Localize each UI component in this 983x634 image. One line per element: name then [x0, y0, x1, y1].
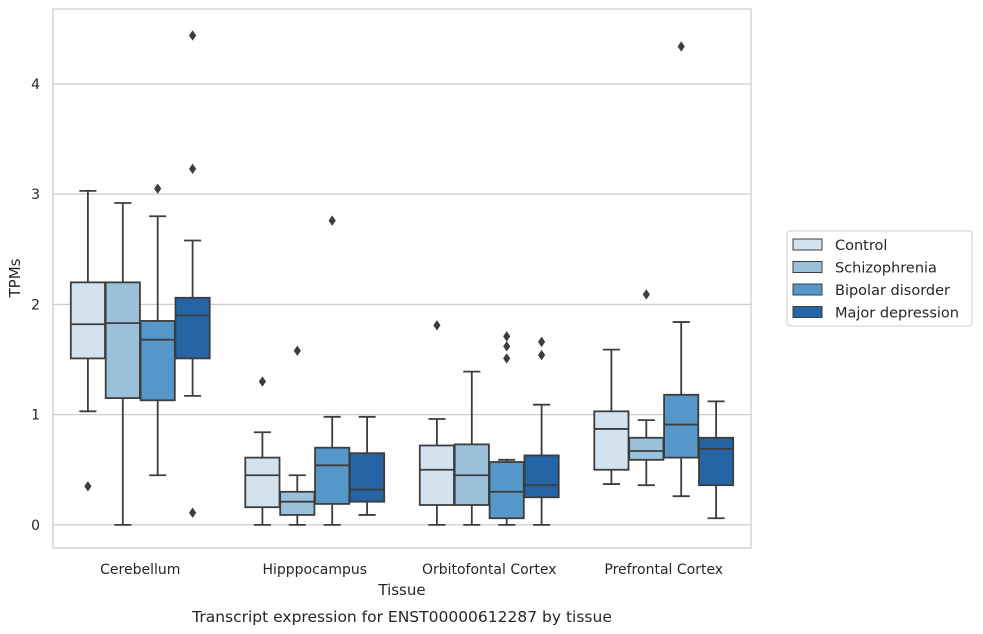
legend: Control Schizophrenia Bipolar disorder Majo…: [786, 230, 973, 327]
legend-label: Schizophrenia: [835, 261, 937, 277]
outlier-point: [677, 41, 685, 52]
box-groups: [69, 30, 735, 526]
outlier-point: [503, 341, 511, 352]
x-tick-labels: Cerebellum Hipppocampus Orbitofontal Corte…: [100, 562, 723, 578]
box-body: [139, 320, 176, 402]
box-body: [593, 410, 630, 471]
legend-swatch: [792, 306, 823, 318]
box-body: [174, 296, 211, 360]
outlier-point: [642, 289, 650, 300]
legend-swatch: [792, 238, 823, 251]
outlier-point: [503, 331, 511, 342]
outlier-point: [293, 345, 301, 356]
box-body: [663, 393, 700, 459]
y-tick-label: 4: [31, 77, 40, 93]
outlier-point: [189, 163, 197, 175]
y-tick-label: 2: [31, 297, 40, 313]
chart-caption: Transcript expression for ENST0000061228…: [191, 608, 612, 626]
box-body: [698, 436, 735, 487]
legend-items: Control Schizophrenia Bipolar disorder Majo…: [792, 238, 959, 322]
box-major-depression: [523, 336, 560, 526]
box-schizophrenia: [104, 202, 141, 526]
x-tick-label: Prefrontal Cortex: [604, 562, 723, 578]
box-body: [279, 490, 316, 516]
box-control: [593, 348, 630, 485]
box-body: [628, 436, 665, 461]
box-schizophrenia: [453, 370, 490, 526]
legend-frame: [786, 230, 973, 327]
x-tick-label: Orbitofontal Cortex: [422, 562, 557, 578]
y-tick-label: 1: [31, 408, 40, 424]
outlier-point: [538, 336, 546, 348]
y-axis-label: TPMs: [6, 258, 24, 298]
legend-label: Bipolar disorder: [835, 283, 950, 299]
box-body: [349, 452, 386, 503]
outlier-point: [189, 30, 197, 41]
box-schizophrenia: [279, 345, 316, 526]
plot-frame: [52, 8, 752, 549]
box-control: [69, 189, 106, 492]
outlier-point: [328, 215, 336, 226]
box-schizophrenia: [628, 289, 665, 487]
outlier-point: [258, 376, 266, 387]
legend-label: Major depression: [835, 306, 959, 322]
y-tick-labels: 0 1 2 3 4: [31, 77, 40, 534]
gridlines: [53, 83, 751, 526]
legend-swatch: [792, 283, 823, 296]
outlier-point: [189, 507, 197, 518]
x-tick-label: Cerebellum: [100, 562, 180, 578]
legend-swatch: [792, 261, 823, 273]
box-body: [69, 281, 106, 360]
box-major-depression: [349, 415, 386, 516]
box-body: [314, 446, 351, 505]
box-bipolar-disorder: [663, 41, 700, 498]
y-tick-label: 3: [31, 187, 40, 203]
box-body: [244, 456, 281, 509]
outlier-point: [154, 183, 162, 194]
box-major-depression: [174, 30, 211, 518]
box-control: [244, 376, 281, 526]
outlier-point: [538, 349, 546, 361]
x-tick-label: Hipppocampus: [262, 562, 367, 578]
box-bipolar-disorder: [139, 183, 176, 477]
x-axis-label: Tissue: [377, 581, 425, 599]
outlier-point: [84, 481, 92, 492]
box-bipolar-disorder: [314, 215, 351, 526]
box-body: [104, 281, 141, 399]
outlier-point: [433, 320, 441, 331]
box-body: [488, 461, 525, 520]
outlier-point: [503, 353, 511, 364]
y-tick-label: 0: [31, 518, 40, 534]
box-control: [418, 320, 455, 526]
box-bipolar-disorder: [488, 331, 525, 526]
box-body: [523, 454, 560, 499]
legend-label: Control: [835, 238, 887, 254]
box-body: [418, 444, 455, 506]
box-major-depression: [698, 400, 735, 520]
